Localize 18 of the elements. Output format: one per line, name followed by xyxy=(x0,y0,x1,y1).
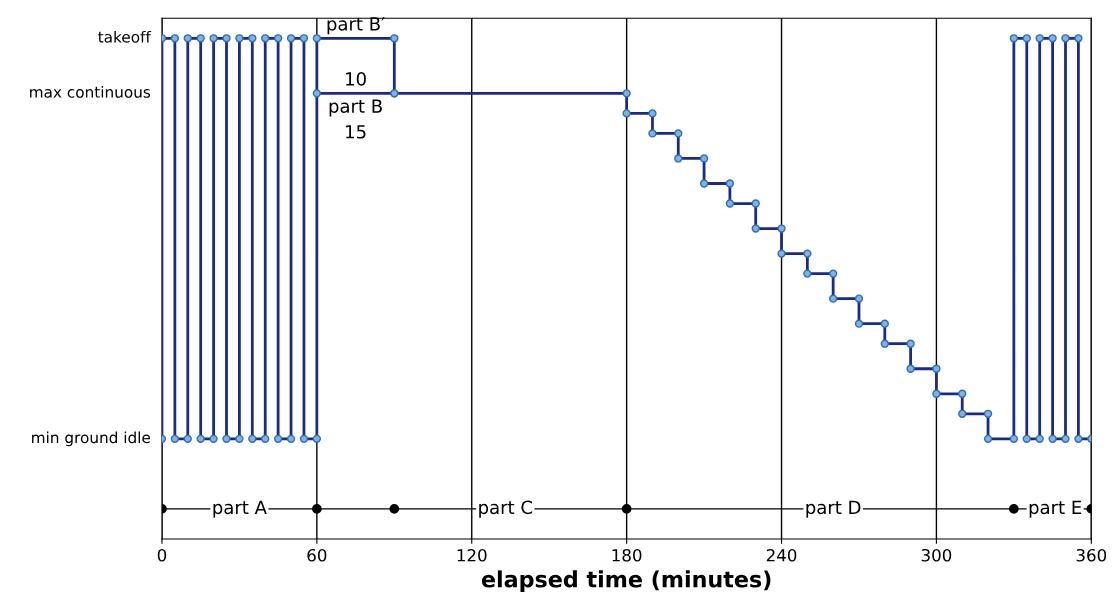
annotation: max continuous xyxy=(30,85,151,98)
x-tick-label: 120 xyxy=(457,548,487,562)
x-tick-label: 60 xyxy=(307,548,327,562)
annotation: 10 xyxy=(346,72,366,86)
annotation: min ground idle xyxy=(32,431,151,447)
annotation: part C xyxy=(479,500,533,518)
x-tick-label: 300 xyxy=(921,548,952,562)
annotation: part A xyxy=(213,500,267,518)
annotation: takeoff xyxy=(98,30,152,43)
x-tick-label: 0 xyxy=(157,548,167,562)
x-tick-label: 180 xyxy=(612,548,642,562)
x-axis-title: elapsed time (minutes) xyxy=(481,570,771,592)
annotation: part E xyxy=(1029,500,1082,518)
annotation: part B′ xyxy=(327,17,385,35)
x-tick-label: 240 xyxy=(766,548,797,562)
annotation: part D xyxy=(806,500,861,518)
x-tick-label: 360 xyxy=(1076,548,1107,562)
annotation: part B 15 xyxy=(329,99,382,139)
